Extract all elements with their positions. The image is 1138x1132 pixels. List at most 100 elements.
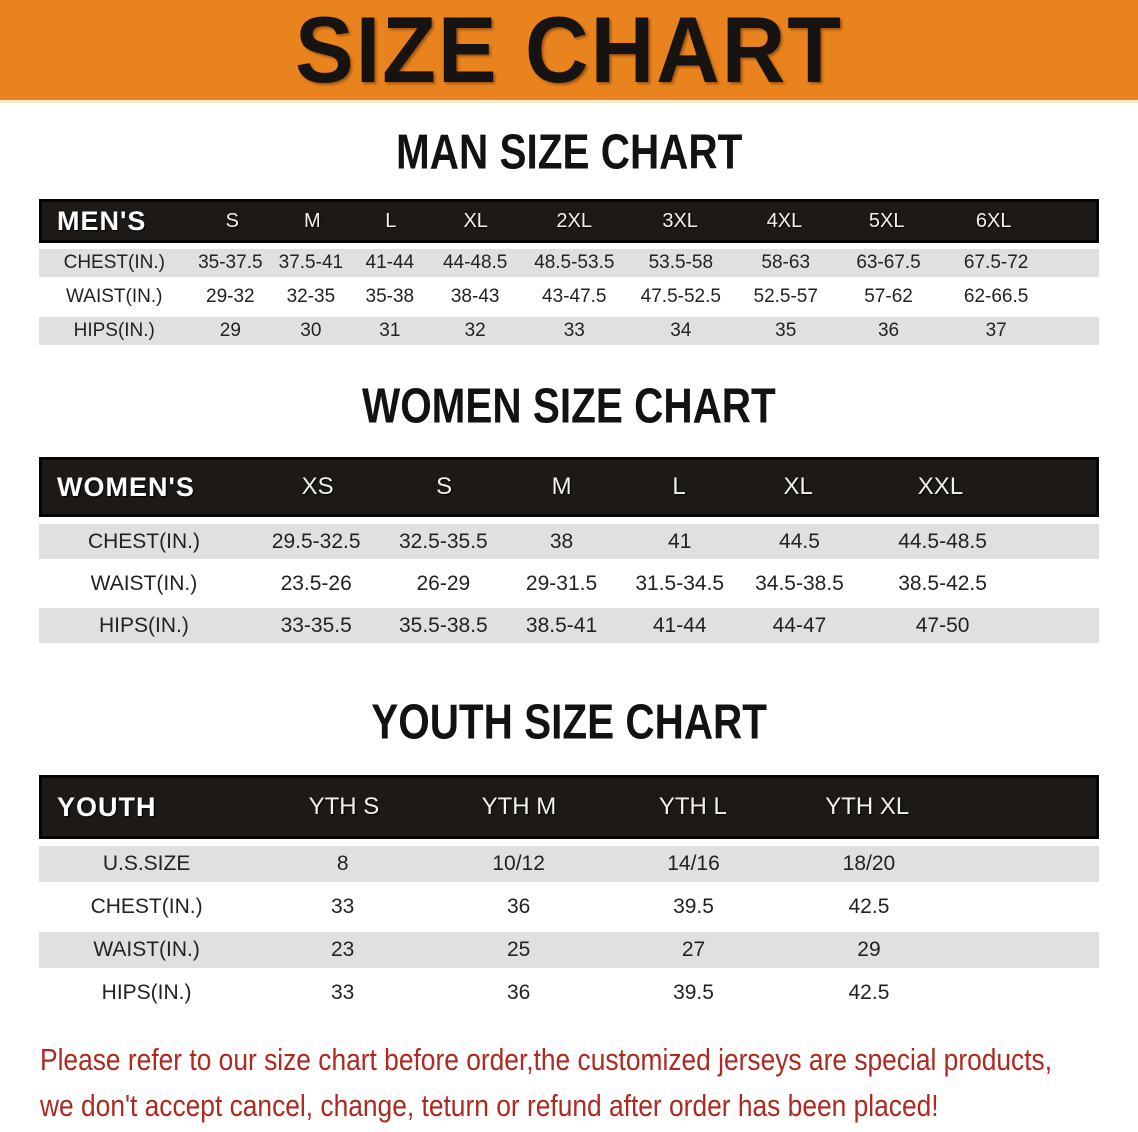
men-section-heading-text: MAN SIZE CHART [395, 125, 743, 180]
measurement-value-cell: 41-44 [350, 249, 430, 277]
men-table-header: MEN'S S M L XL 2XL 3XL 4XL 5XL 6XL [39, 199, 1099, 243]
measurement-value-cell: 26-29 [383, 566, 504, 601]
measurement-value-cell: 32-35 [271, 283, 351, 311]
women-section: WOMEN SIZE CHART WOMEN'S XS S M L XL XXL CHEST… [0, 379, 1138, 643]
measurement-value-cell: 41-44 [619, 608, 740, 643]
measurement-value-cell: 30 [271, 317, 351, 345]
measurement-value-cell: 44.5-48.5 [859, 524, 1026, 559]
measurement-value-cell: 33-35.5 [248, 608, 384, 643]
row-filler-cell [1025, 566, 1099, 601]
measurement-value-cell: 38-43 [429, 283, 522, 311]
measurement-value-cell: 31.5-34.5 [619, 566, 740, 601]
measurement-value-cell: 53.5-58 [627, 249, 735, 277]
women-section-heading-text: WOMEN SIZE CHART [362, 379, 776, 434]
measurement-value-cell: 43-47.5 [521, 283, 628, 311]
women-size-table: WOMEN'S XS S M L XL XXL CHEST(IN.) 29.5-32.5 32.… [39, 457, 1099, 643]
measurement-value-cell: 38 [503, 524, 620, 559]
row-filler-cell [956, 975, 1099, 1011]
size-column-header: M [304, 209, 321, 232]
measurement-value-cell: 44-47 [739, 608, 860, 643]
women-section-heading: WOMEN SIZE CHART [0, 379, 1138, 434]
measurement-row-label: WAIST(IN.) [39, 566, 249, 601]
size-column-header: XXL [917, 473, 964, 500]
measurement-value-cell: 41 [619, 524, 740, 559]
youth-section: YOUTH SIZE CHART YOUTH YTH S YTH M YTH L YTH… [0, 695, 1138, 1011]
measurement-row-label: HIPS(IN.) [39, 975, 255, 1011]
size-column-header: XL [463, 209, 488, 232]
disclaimer-line-2: we don't accept cancel, change, teturn o… [40, 1088, 939, 1123]
measurement-value-cell: 31 [350, 317, 430, 345]
youth-section-heading-text: YOUTH SIZE CHART [371, 695, 767, 750]
men-section: MAN SIZE CHART MEN'S S M L XL 2XL 3XL 4XL 5XL 6XL… [0, 125, 1138, 345]
measurement-row-label: WAIST(IN.) [39, 932, 255, 968]
measurement-value-cell: 33 [254, 975, 432, 1011]
measurement-value-cell: 37.5-41 [271, 249, 351, 277]
size-column-header: 6XL [975, 209, 1012, 232]
table-group-label: MEN'S [57, 205, 147, 236]
size-column-header: YTH XL [825, 793, 910, 820]
disclaimer: Please refer to our size chart before or… [40, 1037, 1138, 1129]
measurement-value-cell: 29.5-32.5 [248, 524, 384, 559]
women-table-body: CHEST(IN.) 29.5-32.5 32.5-35.5 38 41 44.5 44.5… [39, 524, 1099, 643]
measurement-value-cell: 27 [606, 932, 781, 968]
measurement-row-label: CHEST(IN.) [39, 249, 190, 277]
size-column-header: 4XL [766, 209, 803, 232]
measurement-value-cell: 35.5-38.5 [383, 608, 504, 643]
size-column-header: YTH M [481, 793, 557, 820]
row-filler-cell [956, 889, 1099, 925]
measurement-value-cell: 52.5-57 [734, 283, 838, 311]
measurement-value-cell: 38.5-41 [503, 608, 620, 643]
youth-table-header: YOUTH YTH S YTH M YTH L YTH XL [39, 775, 1099, 839]
disclaimer-line-1: Please refer to our size chart before or… [40, 1042, 1053, 1077]
youth-size-table: YOUTH YTH S YTH M YTH L YTH XL U.S.SIZE 8 10/1… [39, 775, 1099, 1011]
measurement-value-cell: 32.5-35.5 [383, 524, 504, 559]
measurement-value-cell: 34 [627, 317, 735, 345]
measurement-value-cell: 44-48.5 [429, 249, 522, 277]
measurement-value-cell: 32 [429, 317, 522, 345]
row-filler-cell [1052, 283, 1099, 311]
size-column-header: L [672, 473, 686, 500]
row-filler-cell [1025, 608, 1099, 643]
measurement-row-label: U.S.SIZE [39, 846, 255, 882]
measurement-value-cell: 29 [780, 932, 957, 968]
size-column-header: YTH L [658, 793, 727, 820]
measurement-value-cell: 35 [734, 317, 838, 345]
measurement-value-cell: 42.5 [780, 889, 957, 925]
measurement-value-cell: 10/12 [431, 846, 607, 882]
youth-section-heading: YOUTH SIZE CHART [0, 695, 1138, 750]
measurement-value-cell: 57-62 [837, 283, 940, 311]
measurement-value-cell: 47.5-52.5 [627, 283, 735, 311]
men-table-body: CHEST(IN.) 35-37.5 37.5-41 41-44 44-48.5 48.5… [39, 249, 1099, 345]
size-column-header: S [436, 473, 453, 500]
measurement-value-cell: 37 [939, 317, 1053, 345]
measurement-value-cell: 25 [431, 932, 607, 968]
measurement-value-cell: 23.5-26 [248, 566, 384, 601]
measurement-value-cell: 34.5-38.5 [739, 566, 860, 601]
measurement-value-cell: 44.5 [739, 524, 860, 559]
men-section-heading: MAN SIZE CHART [0, 125, 1138, 180]
measurement-value-cell: 38.5-42.5 [859, 566, 1026, 601]
measurement-row-label: HIPS(IN.) [39, 317, 190, 345]
row-filler-cell [1052, 249, 1099, 277]
measurement-row-label: CHEST(IN.) [39, 524, 249, 559]
measurement-value-cell: 18/20 [780, 846, 957, 882]
row-filler-cell [956, 932, 1099, 968]
size-column-header: XL [783, 473, 813, 500]
measurement-value-cell: 62-66.5 [939, 283, 1053, 311]
measurement-value-cell: 39.5 [606, 975, 781, 1011]
size-column-header: 5XL [868, 209, 905, 232]
youth-table-body: U.S.SIZE 8 10/12 14/16 18/20 CHEST(IN.) 33 36 39… [39, 846, 1099, 1011]
measurement-value-cell: 8 [254, 846, 432, 882]
measurement-value-cell: 42.5 [780, 975, 957, 1011]
size-column-header: S [225, 209, 239, 232]
measurement-value-cell: 58-63 [734, 249, 838, 277]
measurement-value-cell: 35-38 [350, 283, 430, 311]
measurement-value-cell: 33 [521, 317, 628, 345]
measurement-value-cell: 29-31.5 [503, 566, 620, 601]
row-filler-cell [956, 846, 1099, 882]
size-column-header: 2XL [556, 209, 593, 232]
row-filler-cell [1052, 317, 1099, 345]
measurement-row-label: HIPS(IN.) [39, 608, 249, 643]
size-column-header: L [385, 209, 397, 232]
